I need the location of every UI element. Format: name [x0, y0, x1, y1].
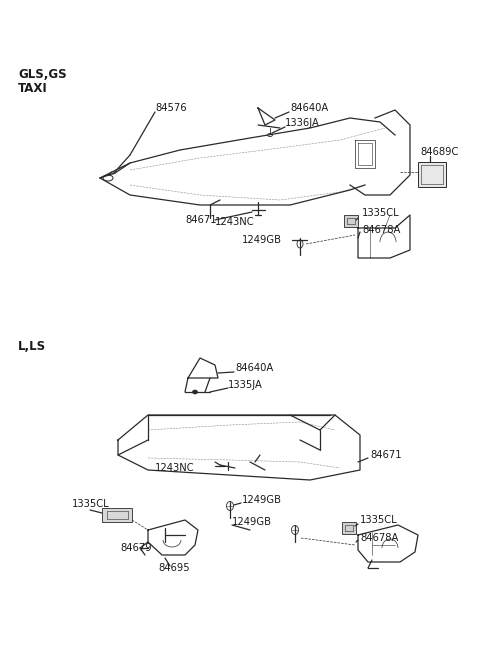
Text: 84671: 84671 [185, 215, 216, 225]
Text: 1243NC: 1243NC [155, 463, 194, 473]
FancyBboxPatch shape [418, 162, 446, 187]
Text: L,LS: L,LS [18, 340, 46, 353]
Text: 84576: 84576 [155, 103, 187, 113]
Text: 84695: 84695 [158, 563, 190, 573]
Text: 1335CL: 1335CL [360, 515, 397, 525]
FancyBboxPatch shape [342, 522, 356, 534]
Text: 1335JA: 1335JA [228, 380, 263, 390]
Text: TAXI: TAXI [18, 82, 48, 95]
FancyBboxPatch shape [102, 508, 132, 522]
Text: 84678A: 84678A [362, 225, 400, 235]
Text: 1249GB: 1249GB [242, 495, 282, 505]
Text: 84679: 84679 [120, 543, 152, 553]
FancyBboxPatch shape [344, 215, 358, 227]
Text: 1335CL: 1335CL [362, 208, 400, 218]
Text: 1249GB: 1249GB [232, 517, 272, 527]
Text: 84671: 84671 [370, 450, 402, 460]
Text: 84640A: 84640A [235, 363, 273, 373]
Text: 1243NC: 1243NC [215, 217, 254, 227]
Text: GLS,GS: GLS,GS [18, 68, 67, 81]
Text: 1335CL: 1335CL [72, 499, 109, 509]
Text: 1336JA: 1336JA [285, 118, 320, 128]
Text: 1249GB: 1249GB [242, 235, 282, 245]
Text: 84678A: 84678A [360, 533, 398, 543]
Text: 84689C: 84689C [420, 147, 458, 157]
Ellipse shape [192, 390, 197, 394]
Text: 84640A: 84640A [290, 103, 328, 113]
